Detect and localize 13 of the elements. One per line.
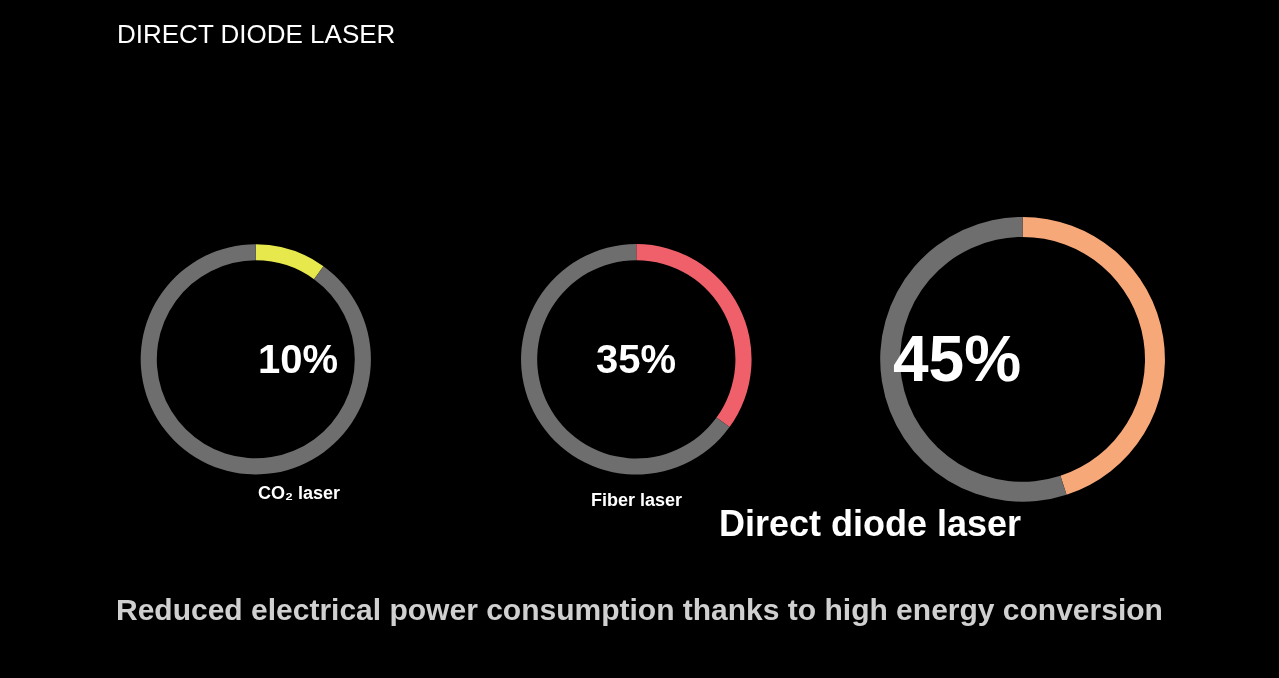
text: 35% xyxy=(596,337,677,381)
text: 10% xyxy=(258,337,339,381)
donut-slice xyxy=(255,244,324,280)
donut-slice xyxy=(880,216,1067,502)
text: 45% xyxy=(893,323,1022,395)
text: Direct diode laser xyxy=(719,503,1022,544)
text: Reduced electrical power consumption thanks to high energy conversion xyxy=(116,593,1163,626)
donut-slice xyxy=(521,244,730,475)
text: CO₂ laser xyxy=(258,483,341,503)
donut-slice xyxy=(140,244,371,475)
donut-slice xyxy=(1022,216,1165,495)
text: Fiber laser xyxy=(591,490,683,510)
text: DIRECT DIODE LASER xyxy=(117,19,396,49)
